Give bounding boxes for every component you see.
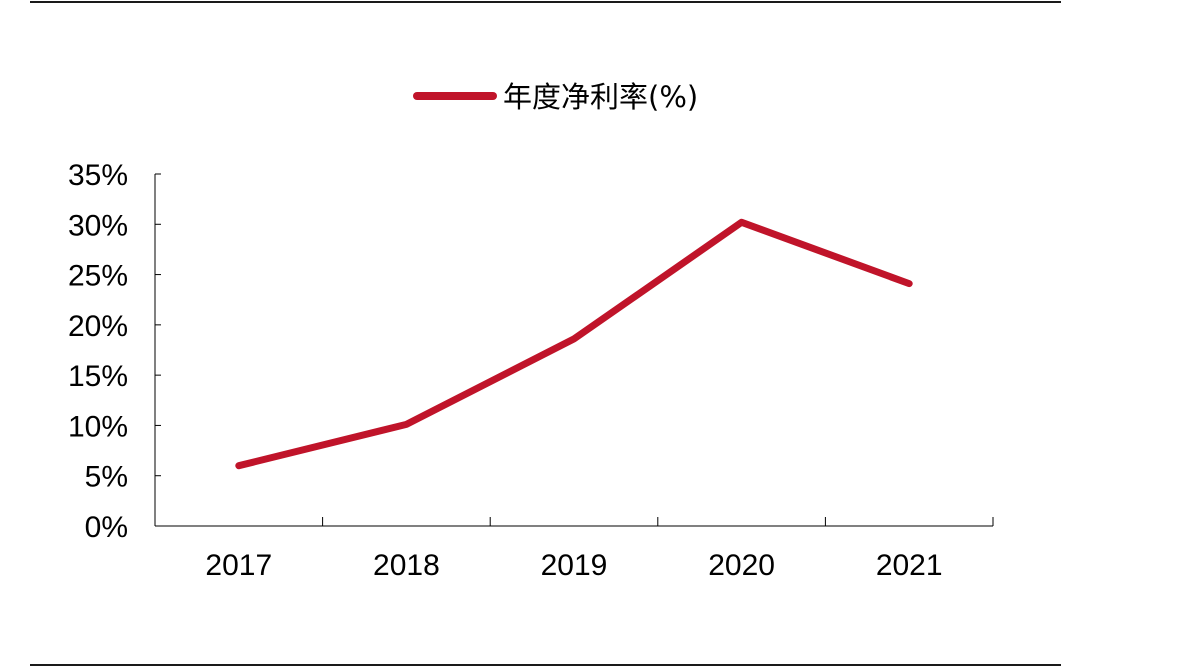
y-axis-tick-label: 10% (68, 410, 128, 443)
bottom-rule (30, 664, 1061, 666)
y-axis-tick-label: 20% (68, 310, 128, 343)
y-axis-tick-labels: 0% 5% 10% 15% 20% 25% 30% 35% (68, 159, 128, 544)
top-rule (30, 1, 1061, 3)
y-axis-tick-label: 5% (85, 461, 128, 494)
x-axis-tick-label: 2019 (541, 549, 608, 582)
x-axis-tick-labels: 2017 2018 2019 2020 2021 (205, 549, 942, 582)
chart-axes (154, 173, 994, 527)
y-axis-tick-label: 30% (68, 209, 128, 242)
x-axis-tick-label: 2021 (876, 549, 943, 582)
legend-label: 年度净利率(%) (503, 80, 698, 114)
y-axis-tick-label: 15% (68, 360, 128, 393)
y-axis-tick-label: 35% (68, 159, 128, 192)
x-axis-tick-label: 2018 (373, 549, 440, 582)
y-axis-tick-label: 0% (85, 511, 128, 544)
x-axis-tick-label: 2020 (708, 549, 775, 582)
y-axis-tick-label: 25% (68, 260, 128, 293)
series-line-net-margin (235, 218, 913, 470)
chart-legend: 年度净利率(%) (413, 80, 698, 114)
x-axis-tick-label: 2017 (205, 549, 272, 582)
chart-series (235, 218, 913, 470)
